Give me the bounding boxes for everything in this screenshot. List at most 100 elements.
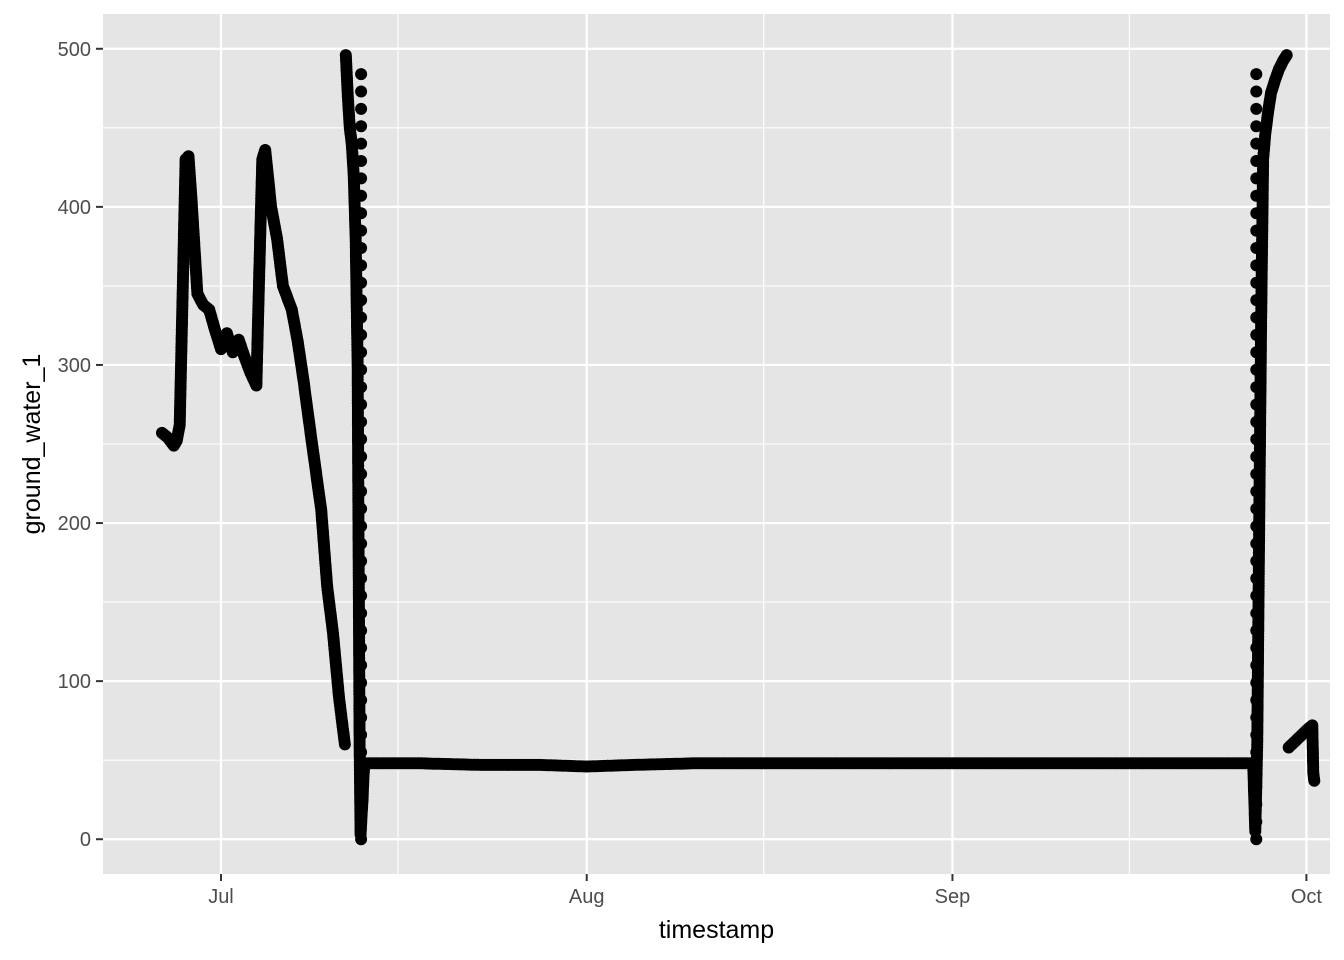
- data-point: [355, 363, 368, 376]
- data-point: [355, 85, 368, 98]
- data-point: [1250, 659, 1263, 672]
- data-point: [1250, 189, 1263, 202]
- data-point: [1250, 85, 1263, 98]
- data-point: [355, 589, 368, 602]
- y-tick-label: 300: [58, 355, 91, 377]
- data-point: [1250, 781, 1263, 794]
- data-point: [1250, 746, 1263, 759]
- data-point: [355, 346, 368, 359]
- data-point: [1250, 381, 1263, 394]
- x-tick-label: Jul: [208, 886, 234, 908]
- data-point: [355, 833, 368, 846]
- data-point: [355, 450, 368, 463]
- data-point: [1280, 49, 1293, 62]
- data-point: [355, 276, 368, 289]
- data-point: [355, 763, 368, 776]
- data-point: [1250, 415, 1263, 428]
- data-point: [355, 102, 368, 115]
- data-point: [355, 659, 368, 672]
- major-gridlines: [103, 14, 1330, 874]
- data-point: [355, 676, 368, 689]
- data-point: [1250, 711, 1263, 724]
- data-point: [355, 728, 368, 741]
- data-point: [1250, 294, 1263, 307]
- data-point: [355, 520, 368, 533]
- data-point: [355, 624, 368, 637]
- data-point: [355, 224, 368, 237]
- data-point: [1250, 68, 1263, 81]
- data-point: [355, 798, 368, 811]
- data-point: [355, 537, 368, 550]
- data-point: [1250, 641, 1263, 654]
- x-axis-title: timestamp: [659, 916, 774, 944]
- data-point: [1250, 815, 1263, 828]
- data-point: [1250, 468, 1263, 480]
- data-point: [1250, 555, 1263, 567]
- data-points: [156, 49, 1321, 846]
- y-axis-title: ground_water_1: [18, 354, 46, 535]
- data-point: [355, 311, 368, 324]
- data-point: [1250, 328, 1263, 341]
- data-point: [1250, 207, 1263, 220]
- data-point: [1250, 137, 1263, 150]
- data-point: [1250, 589, 1263, 602]
- data-point: [1250, 224, 1263, 237]
- data-point: [1250, 572, 1263, 585]
- y-tick-label: 0: [80, 829, 91, 851]
- x-tick-label: Aug: [569, 886, 605, 908]
- data-point: [355, 155, 368, 167]
- data-point: [1250, 346, 1263, 359]
- data-point: [1250, 798, 1263, 811]
- data-point: [1250, 259, 1263, 272]
- data-point: [355, 555, 368, 567]
- data-point: [1250, 363, 1263, 376]
- data-point: [355, 68, 368, 81]
- data-point: [1250, 172, 1263, 185]
- y-tick-label: 100: [58, 671, 91, 693]
- data-point: [355, 711, 368, 724]
- data-point: [355, 607, 368, 620]
- data-point: [355, 485, 368, 498]
- data-point: [1250, 276, 1263, 289]
- data-point: [355, 433, 368, 446]
- data-point: [355, 641, 368, 654]
- data-point: [1250, 607, 1263, 620]
- data-point: [355, 120, 368, 133]
- data-point: [355, 815, 368, 828]
- axis-ticks: [96, 47, 1308, 881]
- data-point: [1250, 485, 1263, 498]
- data-point: [1250, 398, 1263, 411]
- data-point: [1250, 120, 1263, 133]
- data-point: [355, 137, 368, 150]
- y-tick-label: 200: [58, 513, 91, 535]
- data-point: [1250, 311, 1263, 324]
- data-point: [1250, 537, 1263, 550]
- y-tick-label: 500: [58, 39, 91, 61]
- data-point: [1250, 102, 1263, 115]
- data-point: [1250, 624, 1263, 637]
- data-point: [1250, 242, 1263, 254]
- x-tick-label: Sep: [935, 886, 971, 908]
- data-point: [1250, 833, 1263, 846]
- data-point: [1250, 728, 1263, 741]
- data-point: [1308, 774, 1321, 787]
- data-point: [355, 381, 368, 394]
- data-point: [355, 468, 368, 480]
- data-point: [355, 189, 368, 202]
- y-tick-label: 400: [58, 197, 91, 219]
- x-tick-label: Oct: [1291, 886, 1323, 908]
- data-point: [1250, 155, 1263, 167]
- data-point: [1250, 763, 1263, 776]
- tick-labels: 0 100 200 300 400 500 Jul Aug Sep Oct: [58, 39, 1323, 908]
- data-point: [1250, 676, 1263, 689]
- data-point: [355, 242, 368, 254]
- data-point: [1250, 433, 1263, 446]
- data-point: [355, 328, 368, 341]
- data-point: [1250, 450, 1263, 463]
- data-point: [355, 415, 368, 428]
- data-point: [355, 502, 368, 515]
- data-point: [355, 259, 368, 272]
- data-point: [355, 398, 368, 411]
